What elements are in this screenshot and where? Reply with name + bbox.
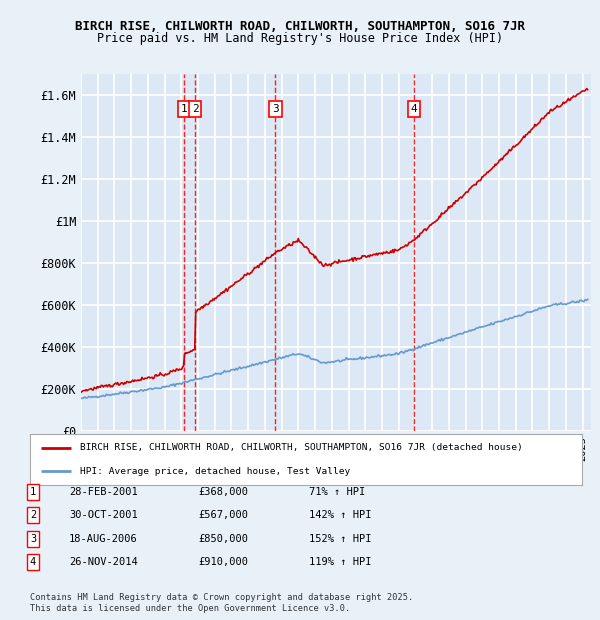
Text: 3: 3 — [272, 104, 279, 114]
Text: 4: 4 — [410, 104, 417, 114]
Text: £567,000: £567,000 — [198, 510, 248, 520]
Text: Price paid vs. HM Land Registry's House Price Index (HPI): Price paid vs. HM Land Registry's House … — [97, 32, 503, 45]
Text: 152% ↑ HPI: 152% ↑ HPI — [309, 534, 371, 544]
Text: 18-AUG-2006: 18-AUG-2006 — [69, 534, 138, 544]
Text: 30-OCT-2001: 30-OCT-2001 — [69, 510, 138, 520]
Text: BIRCH RISE, CHILWORTH ROAD, CHILWORTH, SOUTHAMPTON, SO16 7JR: BIRCH RISE, CHILWORTH ROAD, CHILWORTH, S… — [75, 20, 525, 33]
Text: £850,000: £850,000 — [198, 534, 248, 544]
Text: 3: 3 — [30, 534, 36, 544]
Text: £368,000: £368,000 — [198, 487, 248, 497]
Text: BIRCH RISE, CHILWORTH ROAD, CHILWORTH, SOUTHAMPTON, SO16 7JR (detached house): BIRCH RISE, CHILWORTH ROAD, CHILWORTH, S… — [80, 443, 523, 452]
Text: £910,000: £910,000 — [198, 557, 248, 567]
Text: 28-FEB-2001: 28-FEB-2001 — [69, 487, 138, 497]
Text: 2: 2 — [30, 510, 36, 520]
Text: 142% ↑ HPI: 142% ↑ HPI — [309, 510, 371, 520]
Text: 2: 2 — [192, 104, 199, 114]
Text: 4: 4 — [30, 557, 36, 567]
Text: 1: 1 — [30, 487, 36, 497]
Text: Contains HM Land Registry data © Crown copyright and database right 2025.
This d: Contains HM Land Registry data © Crown c… — [30, 593, 413, 613]
Text: 71% ↑ HPI: 71% ↑ HPI — [309, 487, 365, 497]
Text: 26-NOV-2014: 26-NOV-2014 — [69, 557, 138, 567]
Text: HPI: Average price, detached house, Test Valley: HPI: Average price, detached house, Test… — [80, 467, 350, 476]
Text: 1: 1 — [181, 104, 187, 114]
Text: 119% ↑ HPI: 119% ↑ HPI — [309, 557, 371, 567]
